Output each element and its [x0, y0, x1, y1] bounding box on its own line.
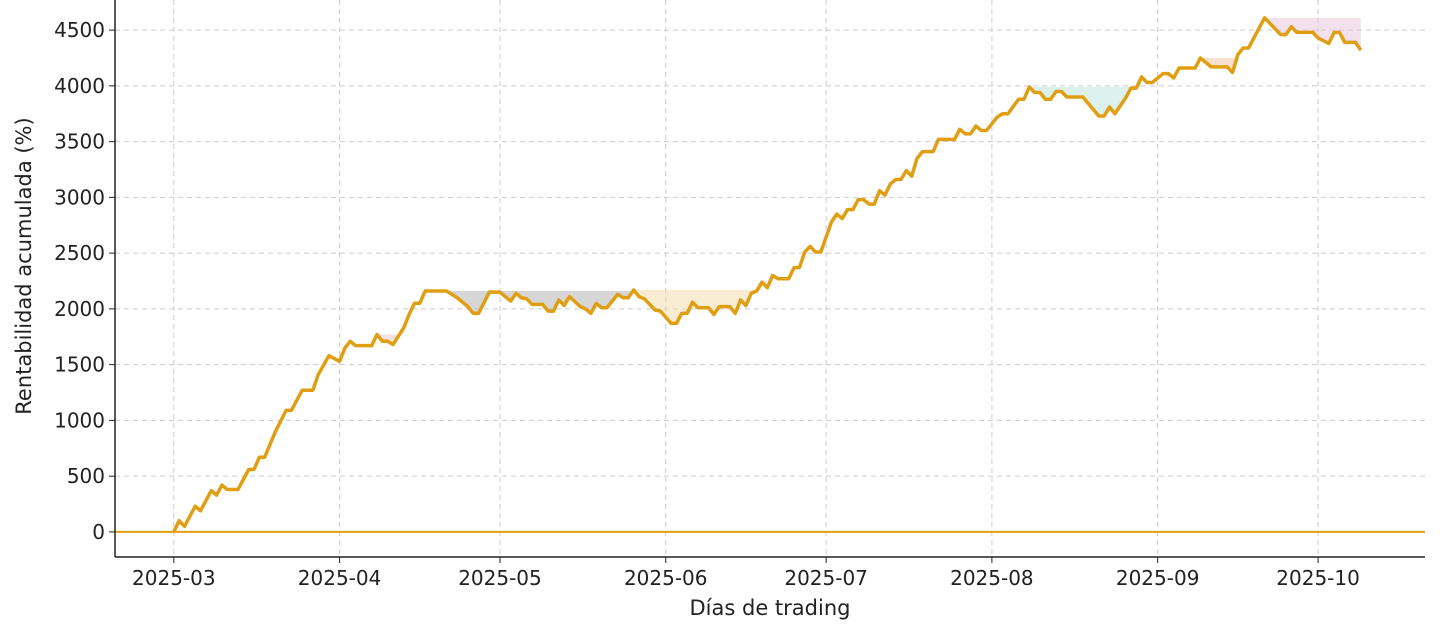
y-tick-labels: 0 500 1000 1500 2000 2500 3000 3500 4000 4500 — [54, 18, 105, 544]
x-tick-label: 2025-09 — [1116, 566, 1200, 590]
x-tick-label: 2025-06 — [624, 566, 708, 590]
x-axis-label: Días de trading — [690, 596, 851, 620]
x-tick-label: 2025-08 — [950, 566, 1034, 590]
y-tick-label: 0 — [92, 520, 105, 544]
series-line — [172, 16, 1363, 533]
drawdown-area — [633, 282, 762, 324]
x-tick-label: 2025-10 — [1276, 566, 1360, 590]
y-tick-label: 4500 — [54, 18, 105, 42]
axes — [114, 0, 1425, 558]
y-tick-label: 3000 — [54, 185, 105, 209]
drawdown-shading — [377, 17, 1361, 345]
drawdown-area — [1029, 76, 1142, 116]
x-tick-label: 2025-03 — [132, 566, 216, 590]
y-tick-label: 2000 — [54, 297, 105, 321]
x-tick-label: 2025-04 — [298, 566, 382, 590]
y-tick-label: 4000 — [54, 74, 105, 98]
grid — [109, 0, 1425, 563]
y-axis-label: Rentabilidad acumulada (%) — [12, 117, 36, 414]
x-tick-label: 2025-05 — [458, 566, 542, 590]
y-tick-label: 1500 — [54, 353, 105, 377]
x-tick-labels: 2025-03 2025-04 2025-05 2025-06 2025-07 2025-… — [132, 566, 1360, 590]
y-tick-label: 1000 — [54, 408, 105, 432]
x-tick-label: 2025-07 — [784, 566, 868, 590]
y-tick-label: 2500 — [54, 241, 105, 265]
y-tick-label: 3500 — [54, 130, 105, 154]
drawdown-area — [446, 289, 634, 314]
y-tick-label: 500 — [67, 464, 105, 488]
drawdown-area — [1264, 17, 1361, 51]
